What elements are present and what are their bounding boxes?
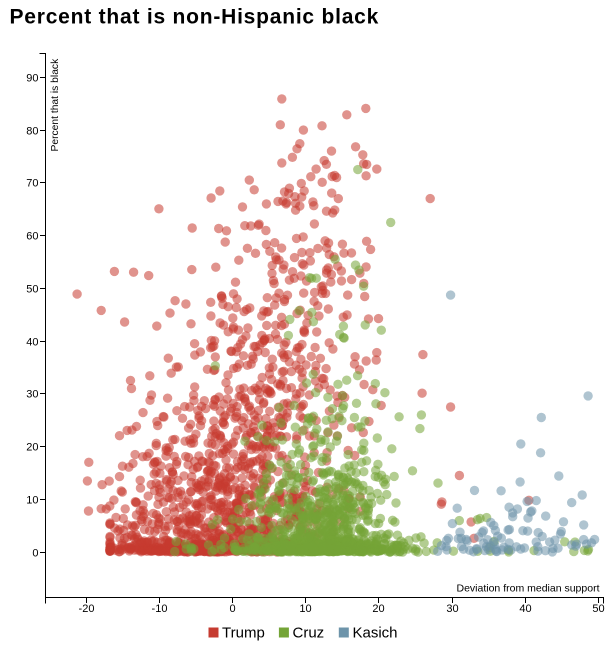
svg-text:Kasich: Kasich <box>353 625 398 642</box>
svg-text:60: 60 <box>26 230 38 242</box>
svg-text:0: 0 <box>229 603 235 615</box>
svg-text:-10: -10 <box>152 603 168 615</box>
svg-text:0: 0 <box>32 547 38 559</box>
svg-text:Percent that is non-Hispanic b: Percent that is non-Hispanic black <box>10 6 380 29</box>
svg-text:80: 80 <box>26 125 38 137</box>
svg-text:40: 40 <box>519 603 531 615</box>
svg-text:Deviation from median support: Deviation from median support <box>457 583 600 595</box>
svg-text:40: 40 <box>26 336 38 348</box>
svg-text:30: 30 <box>446 603 458 615</box>
svg-text:-20: -20 <box>79 603 95 615</box>
svg-text:10: 10 <box>26 494 38 506</box>
svg-text:90: 90 <box>26 72 38 84</box>
svg-text:Cruz: Cruz <box>293 625 325 642</box>
svg-text:10: 10 <box>299 603 311 615</box>
svg-text:50: 50 <box>592 603 604 615</box>
svg-text:Percent that is black: Percent that is black <box>50 58 61 152</box>
svg-text:Trump: Trump <box>222 625 265 642</box>
svg-text:50: 50 <box>26 283 38 295</box>
svg-text:20: 20 <box>372 603 384 615</box>
svg-text:30: 30 <box>26 388 38 400</box>
svg-text:20: 20 <box>26 441 38 453</box>
svg-text:70: 70 <box>26 177 38 189</box>
